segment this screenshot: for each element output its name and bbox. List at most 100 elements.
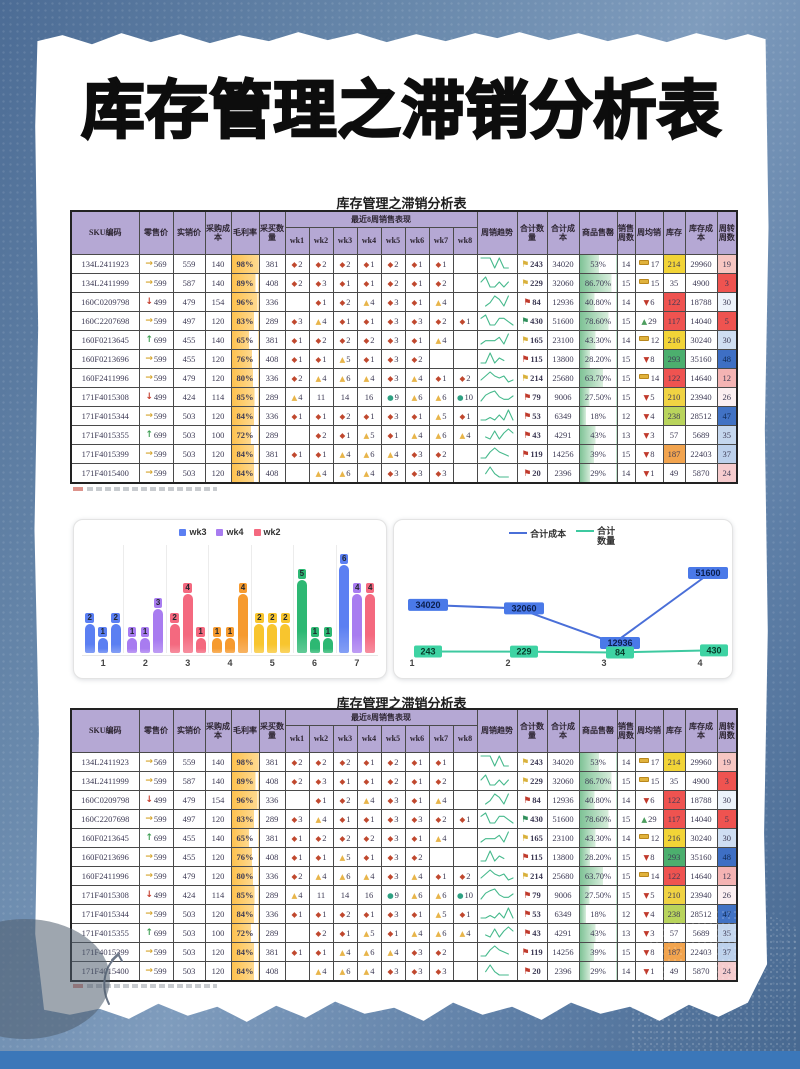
- bottom-blue-strip: [0, 1051, 800, 1069]
- week-value: 4: [322, 468, 327, 478]
- cell-week: [284, 463, 310, 484]
- legend-line-swatch: [509, 532, 528, 534]
- diamond-icon: ◆: [339, 776, 346, 786]
- flag-icon: ⚑: [523, 430, 532, 441]
- cell-turnover-weeks: 5: [716, 311, 738, 331]
- diamond-icon: ◆: [387, 354, 394, 364]
- arrow-right-icon: →: [145, 278, 153, 289]
- cell-purchase-qty: 336: [258, 292, 286, 312]
- cell-week: ◆2: [404, 349, 430, 369]
- cell-total-qty: ⚑115: [516, 847, 548, 867]
- cell-sku: 160C0209798: [70, 292, 140, 312]
- legend-label: wk2: [263, 527, 281, 537]
- week-value: 3: [394, 373, 399, 383]
- bar: [224, 638, 235, 653]
- cell-sku: 160F0213696: [70, 349, 140, 369]
- cell-avg-weekly: ▼6: [634, 790, 664, 810]
- cell-week: ◆1: [308, 406, 334, 426]
- diamond-icon: ◆: [411, 966, 418, 976]
- cost-point-label-bg: [408, 598, 448, 611]
- data-table-top: SKU编码 零售价 实销价 采购成本 毛利率 采买数量 最近8周销售表现 周销趋势 合计数量 合计…: [70, 210, 738, 484]
- week-value: 4: [466, 430, 471, 440]
- cell-week: ◆1: [308, 444, 334, 464]
- diamond-icon: ◆: [315, 947, 322, 957]
- week-value: 1: [346, 430, 351, 440]
- diamond-icon: ◆: [291, 449, 298, 459]
- diamond-icon: ◆: [291, 852, 298, 862]
- bar: [254, 624, 265, 653]
- table-row: 171F4015344 →599 503 120 84% 336 ◆1 ◆1 ◆2 ◆1 ◆3 ◆1 ▲…: [70, 904, 738, 924]
- cell-sales-weeks: 14: [616, 330, 636, 350]
- cell-week: [452, 330, 478, 350]
- cost-point-label: 32060: [511, 603, 536, 613]
- triangle-icon: ▲: [435, 890, 442, 900]
- cell-actual-price: 455: [172, 828, 206, 848]
- cell-purchase-cost: 100: [204, 425, 232, 445]
- week-value: 3: [322, 278, 327, 288]
- total-qty-value: 430: [530, 813, 543, 824]
- sparkline-path: [480, 945, 509, 957]
- total-qty-value: 165: [530, 334, 543, 345]
- week-value: 4: [394, 449, 399, 459]
- cell-sellthrough: 28.20%: [578, 847, 618, 867]
- cell-week: ◆2: [428, 942, 454, 962]
- cell-week: ▲4: [308, 368, 334, 388]
- cell-actual-price: 424: [172, 387, 206, 407]
- cell-week: ◆2: [308, 752, 334, 772]
- diamond-icon: ◆: [291, 833, 298, 843]
- table-row: 160C2207698 →599 497 120 83% 289 ◆3 ▲4 ◆1 ◆1 ◆3 ◆3 ◆…: [70, 809, 738, 829]
- cell-turnover-weeks: 37: [716, 444, 738, 464]
- cell-actual-price: 503: [172, 463, 206, 484]
- diamond-icon: ◆: [291, 316, 298, 326]
- cell-total-qty: ⚑79: [516, 387, 548, 407]
- triangle-icon: ▲: [459, 928, 466, 938]
- cell-week: ◆2: [284, 368, 310, 388]
- cell-avg-weekly: ▼4: [634, 904, 664, 924]
- cell-sales-weeks: 15: [616, 809, 636, 829]
- table-header: SKU编码 零售价 实销价 采购成本 毛利率 采买数量 最近8周销售表现 周销趋势 合计数量 合计…: [70, 708, 738, 753]
- col-week: wk6: [404, 227, 430, 255]
- cell-actual-price: 497: [172, 311, 206, 331]
- bar-value-label: 1: [212, 626, 222, 637]
- triangle-icon: ▲: [363, 373, 370, 383]
- diamond-icon: ◆: [363, 278, 370, 288]
- cell-week: ◆3: [380, 961, 406, 982]
- diamond-icon: ◆: [339, 833, 346, 843]
- triangle-icon: ▲: [315, 966, 322, 976]
- bar-column: 1: [322, 626, 333, 653]
- week-value: 6: [442, 890, 447, 900]
- bar-value-label: 4: [366, 582, 375, 593]
- triangle-icon: ▲: [387, 449, 394, 459]
- trend-sparkline: [480, 447, 509, 459]
- diamond-icon: ◆: [315, 278, 322, 288]
- cell-gross-margin: 96%: [230, 292, 260, 312]
- cell-week: ◆2: [428, 273, 454, 293]
- avg-value: 1: [650, 468, 655, 478]
- week-value: 2: [442, 947, 447, 957]
- x-tick-label: 7: [354, 658, 360, 668]
- cell-week: ◆1: [404, 254, 430, 274]
- week-value: 2: [322, 757, 327, 767]
- cell-sellthrough: 43.30%: [578, 828, 618, 848]
- cell-sales-weeks: 15: [616, 387, 636, 407]
- cell-week: ◆1: [404, 292, 430, 312]
- cell-turnover-weeks: 48: [716, 847, 738, 867]
- triangle-icon: ▲: [363, 966, 370, 976]
- week-value: 1: [346, 928, 351, 938]
- diamond-icon: ◆: [363, 909, 370, 919]
- week-value: 2: [346, 411, 351, 421]
- cell-trend: [476, 828, 518, 848]
- legend-item: wk3: [179, 527, 206, 537]
- week-value: 1: [322, 354, 327, 364]
- cell-trend: [476, 809, 518, 829]
- cell-turnover-weeks: 19: [716, 752, 738, 772]
- cell-week: ◆3: [404, 809, 430, 829]
- table-row: 171F4015308 ↓499 424 114 85% 289 ▲4 11 14 16 ●9 ▲6 ▲…: [70, 387, 738, 407]
- cost-point-label-bg: [504, 602, 544, 615]
- cell-week: ◆3: [404, 961, 430, 982]
- cell-total-qty: ⚑214: [516, 866, 548, 886]
- cell-stock: 117: [662, 809, 686, 829]
- cell-sellthrough: 40.80%: [578, 790, 618, 810]
- trend-sparkline: [480, 888, 514, 900]
- cell-gross-margin: 72%: [230, 923, 260, 943]
